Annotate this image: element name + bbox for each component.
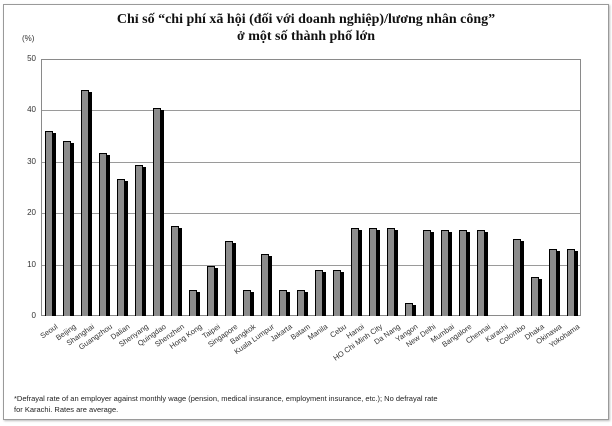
y-tick-label: 50 bbox=[27, 54, 36, 63]
footnote-line2: for Karachi. Rates are average. bbox=[14, 405, 119, 414]
bar bbox=[549, 248, 557, 316]
y-tick-label: 20 bbox=[27, 208, 36, 217]
bar bbox=[531, 277, 539, 316]
bar-shadow bbox=[197, 292, 200, 316]
bar-shadow bbox=[341, 271, 344, 316]
bar bbox=[297, 290, 305, 316]
bar bbox=[153, 107, 161, 316]
bar bbox=[243, 290, 251, 316]
chart-title: Chỉ số “chi phí xã hội (đối với doanh ng… bbox=[0, 11, 612, 45]
y-tick-label: 0 bbox=[31, 311, 36, 320]
bar-shadow bbox=[179, 228, 182, 316]
bar-shadow bbox=[251, 292, 254, 316]
bar bbox=[441, 229, 449, 316]
bar bbox=[261, 254, 269, 316]
gridline bbox=[41, 265, 581, 266]
bar bbox=[135, 164, 143, 316]
chart-title-line2: ở một số thành phố lớn bbox=[236, 29, 376, 44]
bar-shadow bbox=[161, 109, 164, 316]
bar bbox=[459, 229, 467, 316]
bar-shadow bbox=[521, 240, 524, 316]
bar bbox=[513, 238, 521, 316]
y-tick-label: 10 bbox=[27, 260, 36, 269]
bar bbox=[45, 130, 53, 316]
bar-shadow bbox=[449, 231, 452, 316]
bar-shadow bbox=[431, 231, 434, 316]
bar-shadow bbox=[467, 231, 470, 316]
bar bbox=[279, 290, 287, 316]
y-tick-label: 30 bbox=[27, 157, 36, 166]
bar-shadow bbox=[143, 166, 146, 316]
bar bbox=[99, 153, 107, 316]
bar bbox=[351, 228, 359, 316]
bar-shadow bbox=[125, 180, 128, 316]
footnote: *Defrayal rate of an employer against mo… bbox=[14, 393, 574, 415]
bar-shadow bbox=[71, 143, 74, 316]
bar bbox=[405, 303, 413, 316]
bar bbox=[189, 290, 197, 316]
bar bbox=[171, 226, 179, 316]
bar bbox=[207, 265, 215, 316]
bar-shadow bbox=[323, 271, 326, 316]
bar-shadow bbox=[575, 250, 578, 316]
y-tick-label: 40 bbox=[27, 105, 36, 114]
bar-shadow bbox=[53, 132, 56, 316]
gridline bbox=[41, 213, 581, 214]
bar bbox=[315, 269, 323, 316]
bar-shadow bbox=[539, 279, 542, 316]
bar-shadow bbox=[395, 230, 398, 316]
y-axis-unit-label: (%) bbox=[22, 34, 35, 43]
bar-shadow bbox=[89, 91, 92, 316]
bar bbox=[333, 269, 341, 316]
bar-shadow bbox=[233, 242, 236, 316]
bar bbox=[117, 178, 125, 316]
bar bbox=[423, 229, 431, 316]
plot-area bbox=[41, 59, 581, 316]
bar-shadow bbox=[305, 292, 308, 316]
bar bbox=[387, 228, 395, 316]
chart-title-line1: Chỉ số “chi phí xã hội (đối với doanh ng… bbox=[116, 12, 496, 27]
bar bbox=[567, 248, 575, 316]
bar-shadow bbox=[287, 292, 290, 316]
gridline bbox=[41, 110, 581, 111]
bar-shadow bbox=[215, 267, 218, 316]
bar bbox=[477, 229, 485, 316]
bar bbox=[225, 240, 233, 316]
bar-shadow bbox=[377, 230, 380, 316]
bar bbox=[63, 141, 71, 316]
bar bbox=[369, 228, 377, 316]
bar-shadow bbox=[107, 155, 110, 316]
bar-shadow bbox=[557, 250, 560, 316]
bar bbox=[81, 89, 89, 316]
footnote-line1: *Defrayal rate of an employer against mo… bbox=[14, 394, 438, 403]
bar-shadow bbox=[359, 230, 362, 316]
bar-shadow bbox=[413, 305, 416, 316]
bar-shadow bbox=[269, 256, 272, 316]
gridline bbox=[41, 162, 581, 163]
bar-shadow bbox=[485, 231, 488, 316]
